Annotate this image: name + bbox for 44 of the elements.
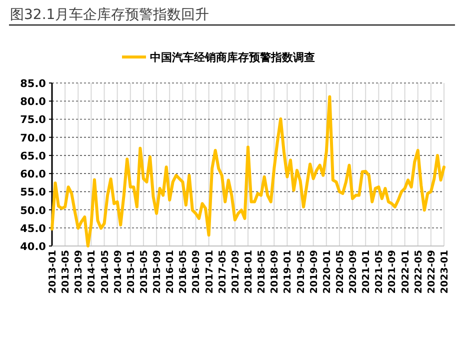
legend-label: 中国汽车经销商库存预警指数调查 bbox=[150, 51, 315, 64]
line-series bbox=[50, 95, 446, 248]
x-tick-label: 2015-01 bbox=[126, 250, 137, 294]
x-tick-label: 2014-01 bbox=[86, 250, 98, 294]
y-tick-label: 50.0 bbox=[20, 204, 46, 217]
x-tick-label: 2019-01 bbox=[282, 250, 294, 294]
y-tick-label: 75.0 bbox=[20, 114, 46, 126]
y-tick-label: 40.0 bbox=[20, 241, 46, 253]
x-tick-label: 2022-09 bbox=[426, 250, 438, 294]
x-tick-label: 2016-05 bbox=[178, 250, 190, 294]
x-tick-label: 2014-05 bbox=[100, 250, 111, 294]
x-tick-label: 2021-05 bbox=[374, 250, 386, 294]
chart-title: 图32.1月车企库存预警指数回升 bbox=[10, 7, 210, 23]
x-tick-label: 2016-01 bbox=[165, 250, 176, 294]
x-tick-label: 2013-01 bbox=[48, 250, 58, 294]
x-tick-label: 2021-01 bbox=[361, 250, 372, 294]
y-tick-label: 85.0 bbox=[20, 78, 46, 90]
x-tick-label: 2019-05 bbox=[296, 250, 307, 294]
x-tick-label: 2022-01 bbox=[400, 250, 412, 294]
x-tick-label: 2020-01 bbox=[322, 250, 333, 294]
x-tick-label: 2017-01 bbox=[204, 250, 216, 294]
x-tick-label: 2022-05 bbox=[413, 250, 424, 294]
y-tick-label: 45.0 bbox=[20, 222, 46, 235]
y-tick-label: 70.0 bbox=[20, 132, 46, 144]
x-tick-label: 2013-09 bbox=[74, 250, 85, 294]
x-tick-label: 2017-05 bbox=[217, 250, 228, 294]
x-tick-label: 2016-09 bbox=[191, 250, 202, 294]
x-tick-label: 2018-01 bbox=[244, 250, 254, 294]
x-tick-label: 2014-09 bbox=[112, 250, 124, 294]
x-tick-label: 2015-05 bbox=[138, 250, 150, 294]
y-tick-label: 60.0 bbox=[20, 168, 46, 181]
x-tick-label: 2020-05 bbox=[334, 250, 346, 294]
x-tick-label: 2018-09 bbox=[270, 250, 281, 294]
x-tick-label: 2018-05 bbox=[256, 250, 268, 294]
x-tick-label: 2015-09 bbox=[152, 250, 164, 294]
x-tick-label: 2020-09 bbox=[348, 250, 360, 294]
x-tick-label: 2017-09 bbox=[230, 250, 242, 294]
y-tick-label: 55.0 bbox=[20, 186, 46, 199]
x-tick-label: 2023-01 bbox=[440, 250, 450, 294]
x-tick-label: 2019-09 bbox=[308, 250, 320, 294]
y-tick-label: 65.0 bbox=[20, 150, 46, 162]
y-tick-label: 80.0 bbox=[20, 96, 46, 108]
x-tick-label: 2021-09 bbox=[387, 250, 398, 294]
x-tick-label: 2013-05 bbox=[60, 250, 72, 294]
